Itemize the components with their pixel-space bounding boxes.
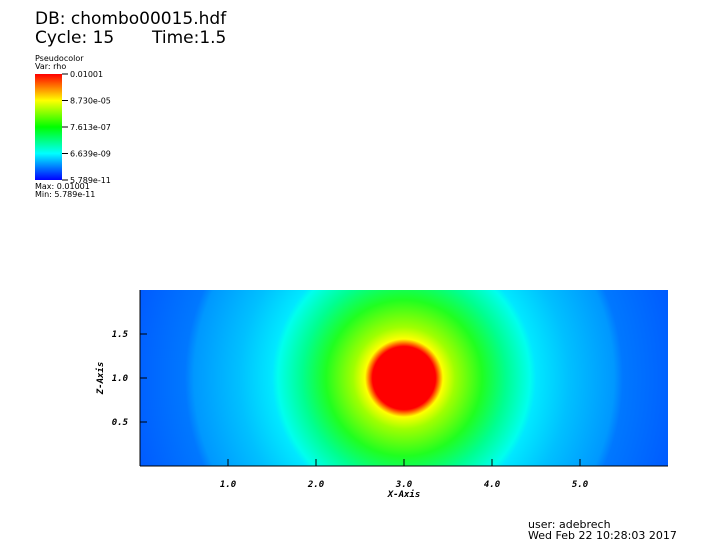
x-tick-label: 3.0: [395, 480, 413, 490]
x-tick-label: 1.0: [220, 480, 237, 490]
x-tick-label: 4.0: [484, 480, 501, 490]
cycle-label: Cycle: 15: [35, 28, 114, 48]
date-label: Wed Feb 22 10:28:03 2017: [528, 529, 677, 542]
legend-plot: Pseudocolor: [35, 54, 84, 63]
legend-var: Var: rho: [35, 62, 66, 71]
colorbar-tick-label: 0.01001: [70, 70, 103, 79]
colorbar-tick-label: 5.789e-11: [70, 176, 111, 185]
colorbar-tick-label: 6.639e-09: [70, 149, 111, 158]
time-label: Time:1.5: [151, 28, 226, 48]
y-axis-title: Z-Axis: [95, 362, 106, 396]
pseudocolor-field: [140, 290, 668, 466]
user-label: user: adebrech: [528, 518, 611, 531]
colorbar-tick-label: 8.730e-05: [70, 96, 111, 105]
y-tick-label: 1.5: [112, 330, 129, 340]
legend-max: Max: 0.01001: [35, 182, 90, 191]
legend-min: Min: 5.789e-11: [35, 190, 95, 199]
x-tick-label: 5.0: [572, 480, 589, 490]
y-tick-label: 1.0: [112, 374, 129, 384]
x-axis-title: X-Axis: [387, 489, 421, 500]
colorbar: [35, 74, 62, 180]
x-tick-label: 2.0: [307, 480, 325, 490]
y-tick-label: 0.5: [112, 418, 129, 428]
db-label: DB: chombo00015.hdf: [35, 9, 227, 29]
colorbar-tick-label: 7.613e-07: [70, 123, 111, 132]
